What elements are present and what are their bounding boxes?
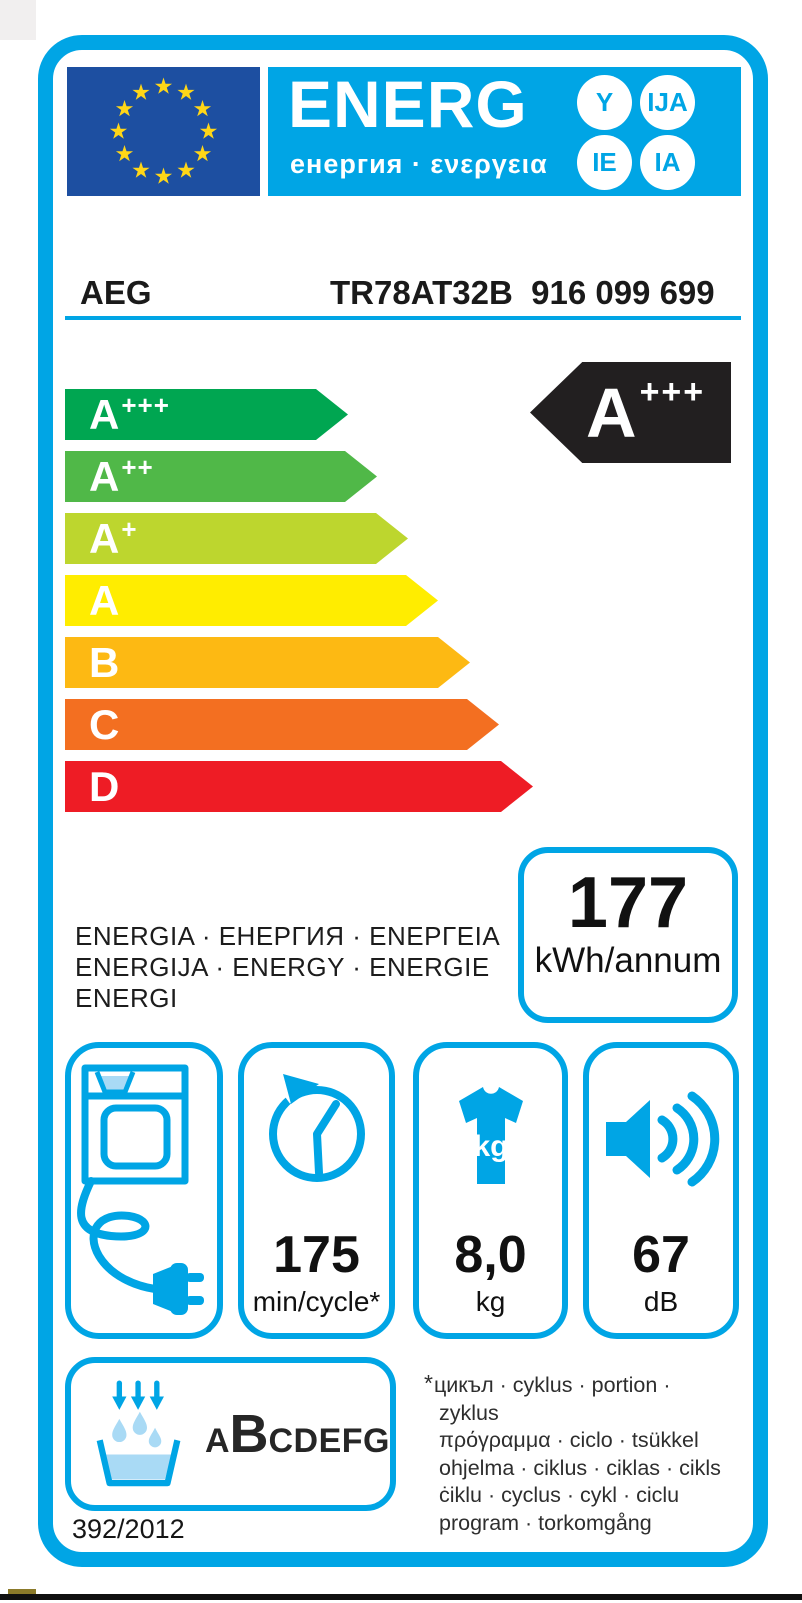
- capacity-unit: kg: [475, 1286, 506, 1317]
- noise-box: 67 dB: [583, 1042, 739, 1339]
- regulation-number: 392/2012: [72, 1514, 185, 1544]
- footnote-line3: ohjelma · ciklus · ciklas · cikls: [439, 1455, 721, 1480]
- tshirt-kg-icon: kg: [458, 1087, 523, 1184]
- screenshot-artifact-speck: [8, 1589, 36, 1595]
- capacity-value: 8,0: [454, 1226, 527, 1284]
- energ-wordmark-box: ENERG енергия · ενεργεια Y IJA IE IA: [268, 67, 741, 196]
- annual-consumption-unit: kWh/annum: [534, 941, 722, 980]
- energy-class-row-c: C: [65, 699, 499, 750]
- class-plus: +: [121, 513, 138, 544]
- energy-class-row-a3: A +++: [65, 389, 348, 440]
- energy-class-indicator: A +++: [530, 362, 731, 463]
- screenshot-artifact-corner: [0, 0, 36, 40]
- svg-text:kg: kg: [473, 1130, 508, 1163]
- eu-flag: [67, 67, 260, 196]
- annual-consumption-value: 177: [567, 863, 689, 943]
- energy-class-row-a1: A +: [65, 513, 408, 564]
- footnote-line4: ċiklu · cyclus · cykl · ciclu: [439, 1483, 680, 1507]
- class-letter: A: [89, 514, 120, 562]
- eu-stars-icon: [109, 77, 218, 184]
- capacity-box: kg 8,0 kg: [413, 1042, 568, 1339]
- energy-class-row-b: B: [65, 637, 470, 688]
- energy-class-row-d: D: [65, 761, 533, 812]
- footnote-line2: πρόγραμμα · ciclo · tsükkel: [439, 1428, 699, 1452]
- condensation-class-highlight: B: [229, 1404, 269, 1464]
- class-plus: ++: [121, 451, 154, 482]
- class-letter: A: [89, 452, 120, 500]
- footnote-line5: program · torkomgång: [439, 1510, 652, 1535]
- cycle-time-box: 175 min/cycle*: [238, 1042, 395, 1339]
- badge-y: Y: [577, 75, 632, 130]
- energy-word-translations: ENERGIA · ЕНЕРГИЯ · ΕΝΕΡΓΕΙΑ ENERGIJA · …: [75, 921, 500, 1014]
- energ-subtitle: енергия · ενεργεια: [290, 149, 548, 179]
- dryer-plug-icon: [77, 1064, 204, 1315]
- energy-class-row-a: A: [65, 575, 438, 626]
- condensation-class-letters: ABCDEFG: [205, 1403, 390, 1465]
- energy-class-row-a2: A ++: [65, 451, 377, 502]
- class-letter: B: [89, 638, 120, 686]
- badge-ija: IJA: [640, 75, 695, 130]
- indicator-plus: +++: [639, 373, 706, 411]
- indicator-letter: A: [586, 373, 637, 452]
- cycle-footnote: *цикъл · cyklus · portion · zyklus πρόγρ…: [424, 1370, 729, 1537]
- annual-consumption-box: 177 kWh/annum: [518, 847, 738, 1023]
- dryer-type-box: [65, 1042, 223, 1339]
- condensation-letters-after: CDEFG: [268, 1422, 390, 1460]
- noise-value: 67: [632, 1226, 690, 1284]
- class-letter: D: [89, 762, 120, 810]
- energy-words-line3: ENERGI: [75, 983, 178, 1013]
- class-plus: +++: [121, 389, 170, 420]
- energ-wordmark: ENERG: [288, 67, 528, 141]
- energy-words-line1: ENERGIA · ЕНЕРГИЯ · ΕΝΕΡΓΕΙΑ: [75, 921, 501, 951]
- class-letter: C: [89, 700, 120, 748]
- speaker-icon: [606, 1091, 720, 1187]
- cycle-time-value: 175: [273, 1226, 360, 1284]
- footnote-line1: *цикъл · cyklus · portion · zyklus: [424, 1370, 671, 1425]
- model-number: TR78AT32B 916 099 699: [330, 274, 715, 311]
- class-letter: A: [89, 390, 120, 438]
- brand-name: AEG: [80, 274, 152, 311]
- class-letter: A: [89, 576, 120, 624]
- energy-class-scale: A +++ A ++ A + A B C D: [65, 389, 533, 823]
- cycle-time-unit: min/cycle*: [252, 1286, 381, 1317]
- timer-icon: [268, 1068, 365, 1182]
- condensation-efficiency-box: ABCDEFG: [65, 1357, 396, 1511]
- condensation-icon: [96, 1380, 181, 1487]
- condensation-letters-before: A: [204, 1422, 230, 1460]
- language-suffix-badges: Y IJA IE IA: [577, 75, 695, 190]
- badge-ia: IA: [640, 135, 695, 190]
- screenshot-artifact-bar: [0, 1594, 802, 1600]
- noise-unit: dB: [643, 1286, 679, 1317]
- label-border: [38, 35, 768, 1567]
- divider-line: [65, 316, 741, 320]
- asterisk-marker: *: [424, 1370, 433, 1396]
- badge-ie: IE: [577, 135, 632, 190]
- energy-words-line2: ENERGIJA · ENERGY · ENERGIE: [75, 952, 490, 982]
